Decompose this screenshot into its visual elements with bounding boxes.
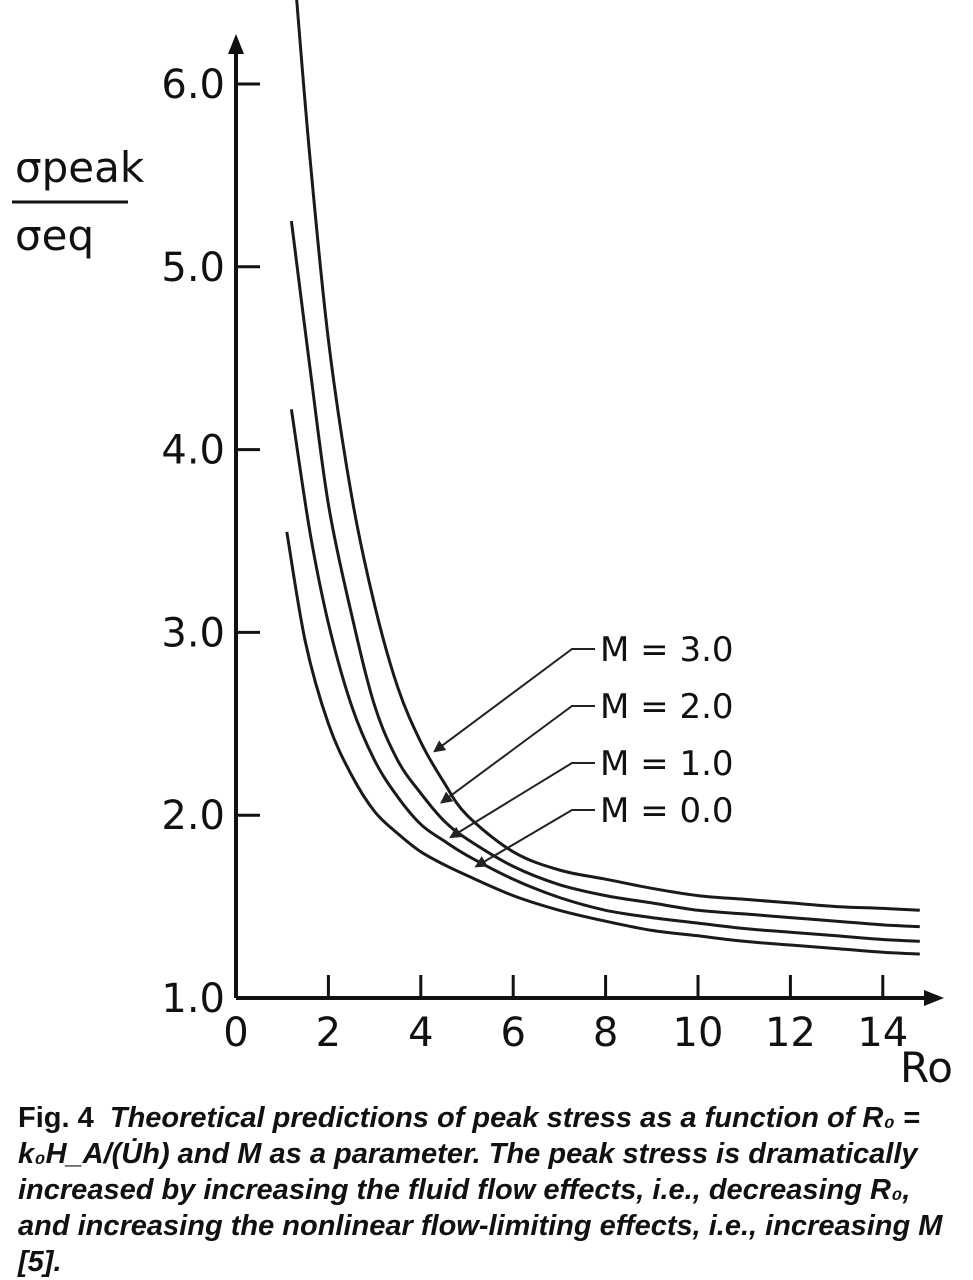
y-axis-arrow-icon (228, 34, 244, 54)
x-tick-label: 2 (316, 1010, 341, 1056)
x-axis-label: Ro (900, 1043, 953, 1090)
x-axis-arrow-icon (924, 990, 944, 1006)
x-tick-label: 14 (857, 1010, 908, 1056)
x-tick-label: 10 (673, 1010, 724, 1056)
y-axis-label-numerator: σpeak (15, 143, 145, 192)
figure-caption: Fig. 4 Theoretical predictions of peak s… (18, 1100, 963, 1280)
y-tick-label: 4.0 (161, 428, 225, 474)
x-tick-label: 8 (593, 1010, 618, 1056)
x-tick-label: 12 (765, 1010, 816, 1056)
annotation-arrow (449, 762, 595, 839)
caption-number: Fig. 4 (18, 1102, 94, 1134)
x-tick-label: 6 (500, 1010, 525, 1056)
caption-text: Theoretical predictions of peak stress a… (18, 1102, 943, 1278)
y-tick-label: 3.0 (161, 610, 225, 656)
series-label: M = 3.0 (600, 630, 734, 670)
y-tick-label: 1.0 (161, 976, 225, 1022)
series-label: M = 2.0 (600, 687, 734, 727)
series-line-1 (289, 220, 920, 929)
series-line-0 (295, 0, 920, 912)
chart: σpeak σeq Ro 0 2 4 6 8 10 12 14 1.0 2.0 3.0 4.0 5.0 6… (12, 0, 953, 1090)
y-tick-label: 5.0 (161, 245, 225, 291)
series-label: M = 0.0 (600, 791, 734, 831)
annotation-arrow (474, 809, 595, 868)
series-label: M = 1.0 (600, 744, 734, 784)
x-tick-label: 0 (223, 1010, 248, 1056)
series-line-2 (289, 409, 920, 943)
x-tick-label: 4 (408, 1010, 433, 1056)
annotation-arrow (439, 705, 595, 804)
y-tick-label: 6.0 (161, 62, 225, 108)
y-axis-label-denominator: σeq (15, 211, 94, 260)
y-tick-label: 2.0 (161, 793, 225, 839)
annotation-arrow (433, 648, 595, 753)
series-line-3 (285, 531, 920, 956)
